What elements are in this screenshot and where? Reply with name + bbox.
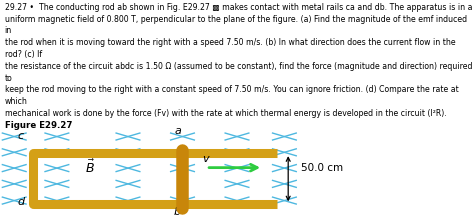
Text: $v$: $v$ [202,154,210,164]
Text: $a$: $a$ [173,126,182,136]
Text: 29.27 •  The conducting rod ab shown in Fig. E29.27 ▩ makes contact with metal r: 29.27 • The conducting rod ab shown in F… [5,3,472,118]
Text: $b$: $b$ [173,205,182,217]
Text: $c$: $c$ [18,131,25,141]
Text: 50.0 cm: 50.0 cm [301,163,343,173]
Text: $\vec{B}$: $\vec{B}$ [85,159,95,176]
Text: Figure E29.27: Figure E29.27 [5,121,72,130]
Text: $d$: $d$ [17,194,26,207]
